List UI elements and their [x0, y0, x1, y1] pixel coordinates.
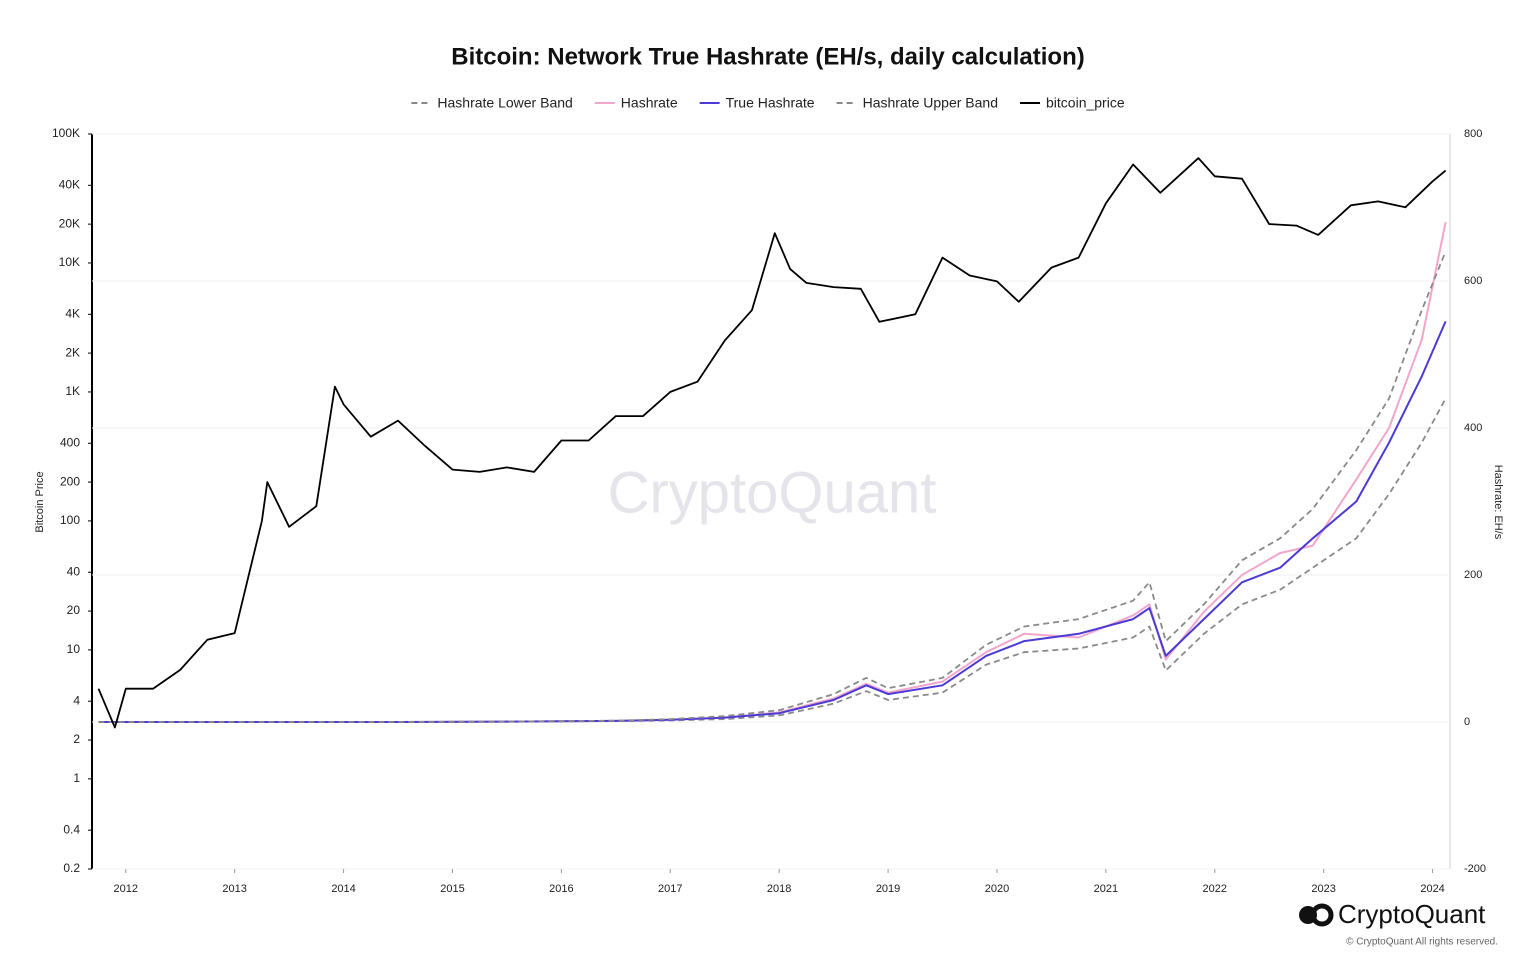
y2-tick-label: 800 — [1464, 128, 1482, 140]
x-tick-label: 2024 — [1420, 883, 1444, 895]
x-tick-label: 2019 — [876, 883, 900, 895]
legend-item: Hashrate Upper Band — [836, 95, 998, 111]
x-tick-label: 2020 — [985, 883, 1009, 895]
y-tick-label: 2 — [73, 732, 80, 746]
legend-label: bitcoin_price — [1046, 95, 1125, 111]
x-tick-label: 2015 — [440, 883, 464, 895]
legend-item: True Hashrate — [699, 95, 815, 111]
x-tick-label: 2014 — [331, 883, 355, 895]
y-tick-label: 2K — [65, 345, 80, 359]
y2-tick-label: 600 — [1464, 275, 1482, 287]
x-tick-label: 2023 — [1311, 883, 1335, 895]
y-tick-label: 200 — [60, 474, 80, 488]
logo-icon — [1310, 903, 1334, 927]
copyright: © CryptoQuant All rights reserved. — [1346, 937, 1498, 948]
y-tick-label: 10 — [67, 642, 81, 656]
y-tick-label: 20K — [59, 216, 80, 230]
y2-tick-label: -200 — [1464, 863, 1486, 875]
y-tick-label: 4K — [65, 306, 80, 320]
y-tick-label: 100 — [60, 513, 80, 527]
y2-tick-label: 200 — [1464, 569, 1482, 581]
y-tick-label: 10K — [59, 255, 80, 269]
y-tick-label: 1 — [73, 771, 80, 785]
watermark: CryptoQuant — [608, 460, 937, 525]
legend-label: Hashrate Lower Band — [437, 95, 572, 111]
y-tick-label: 4 — [73, 693, 80, 707]
legend-item: Hashrate — [594, 95, 678, 111]
legend: Hashrate Lower Band Hashrate True Hashrate… — [411, 95, 1125, 111]
x-tick-label: 2022 — [1203, 883, 1227, 895]
legend-item: Hashrate Lower Band — [411, 95, 573, 111]
x-tick-label: 2018 — [767, 883, 791, 895]
series-line — [97, 157, 1447, 729]
logo-text: CryptoQuant — [1338, 899, 1486, 929]
y2-tick-label: 0 — [1464, 716, 1470, 728]
x-tick-label: 2012 — [114, 883, 138, 895]
x-tick-label: 2013 — [222, 883, 246, 895]
y-axis-label: Bitcoin Price — [34, 471, 46, 532]
y2-tick-label: 400 — [1464, 422, 1482, 434]
y-tick-label: 0.2 — [63, 861, 80, 875]
x-tick-label: 2016 — [549, 883, 573, 895]
y-tick-label: 1K — [65, 384, 80, 398]
x-tick-label: 2021 — [1094, 883, 1118, 895]
y-tick-label: 40K — [59, 177, 80, 191]
y-tick-label: 100K — [52, 126, 80, 140]
logo: CryptoQuant — [1299, 899, 1486, 929]
y-tick-label: 40 — [67, 564, 81, 578]
legend-item: bitcoin_price — [1020, 95, 1125, 111]
legend-label: Hashrate Upper Band — [863, 95, 998, 111]
y-tick-label: 0.4 — [63, 822, 80, 836]
chart-title: Bitcoin: Network True Hashrate (EH/s, da… — [451, 43, 1084, 70]
x-tick-label: 2017 — [658, 883, 682, 895]
legend-label: True Hashrate — [726, 95, 815, 111]
y2-axis-label: Hashrate: EH/s — [1492, 465, 1504, 540]
y-tick-label: 20 — [67, 603, 81, 617]
series-line — [98, 251, 1447, 723]
y-tick-label: 400 — [60, 435, 80, 449]
legend-label: Hashrate — [621, 95, 678, 111]
